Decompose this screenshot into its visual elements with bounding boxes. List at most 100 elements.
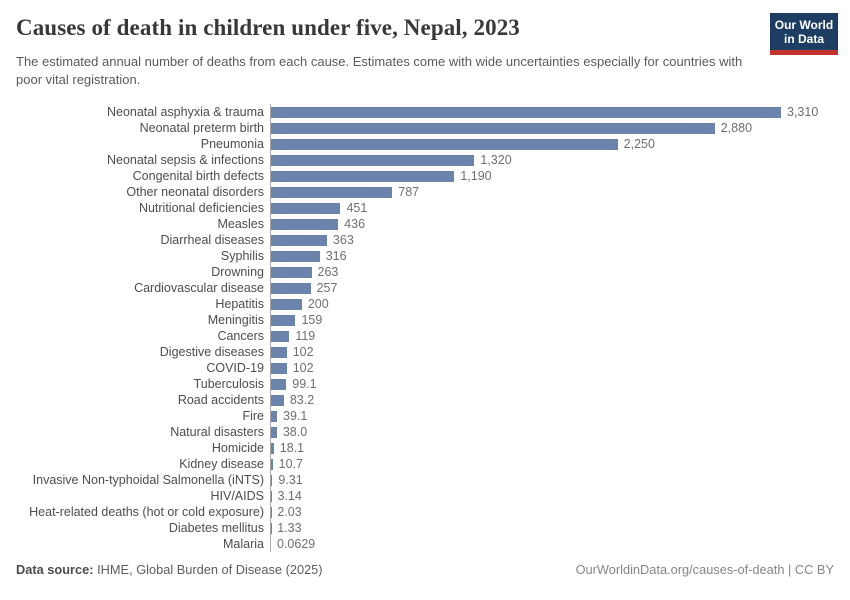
owid-logo-stripe <box>770 50 838 55</box>
row-plot-area: 316 <box>270 248 850 264</box>
value-label: 787 <box>398 185 420 199</box>
chart-row: Diabetes mellitus 1.33 <box>0 520 850 536</box>
bar <box>271 314 296 326</box>
category-label: HIV/AIDS <box>210 489 265 503</box>
chart-row: Invasive Non-typhoidal Salmonella (iNTS)… <box>0 472 850 488</box>
chart-row: Kidney disease 10.7 <box>0 456 850 472</box>
value-label: 3,310 <box>787 105 819 119</box>
value-label: 257 <box>316 281 338 295</box>
category-label: Invasive Non-typhoidal Salmonella (iNTS) <box>32 473 264 487</box>
row-plot-area: 102 <box>270 344 850 360</box>
row-plot-area: 1.33 <box>270 520 850 536</box>
value-label: 2.03 <box>277 505 302 519</box>
row-plot-area: 0.0629 <box>270 536 850 552</box>
owid-logo-text: Our World in Data <box>770 13 838 50</box>
category-label: Meningitis <box>207 313 264 327</box>
category-label: Congenital birth defects <box>132 169 264 183</box>
category-label: Neonatal asphyxia & trauma <box>106 105 264 119</box>
chart-row: COVID-19 102 <box>0 360 850 376</box>
chart-row: Nutritional deficiencies 451 <box>0 200 850 216</box>
value-label: 119 <box>295 329 316 343</box>
bar <box>271 378 287 390</box>
bar <box>271 282 311 294</box>
value-label: 200 <box>307 297 329 311</box>
category-label: Pneumonia <box>200 137 264 151</box>
chart-row: Malaria 0.0629 <box>0 536 850 552</box>
row-plot-area: 119 <box>270 328 850 344</box>
chart-row: Other neonatal disorders 787 <box>0 184 850 200</box>
bar <box>271 138 618 150</box>
value-label: 18.1 <box>279 441 305 455</box>
chart-row: Congenital birth defects 1,190 <box>0 168 850 184</box>
bar <box>271 250 320 262</box>
row-plot-area: 363 <box>270 232 850 248</box>
category-label: Neonatal preterm birth <box>139 121 264 135</box>
chart-row: Hepatitis 200 <box>0 296 850 312</box>
category-label: Other neonatal disorders <box>126 185 264 199</box>
chart-row: Tuberculosis 99.1 <box>0 376 850 392</box>
chart-row: Pneumonia 2,250 <box>0 136 850 152</box>
value-label: 3.14 <box>277 489 302 503</box>
row-plot-area: 2,880 <box>270 120 850 136</box>
category-label: Cancers <box>217 329 264 343</box>
category-label: Nutritional deficiencies <box>138 201 264 215</box>
value-label: 2,880 <box>720 121 753 135</box>
row-plot-area: 10.7 <box>270 456 850 472</box>
category-label: Syphilis <box>220 249 264 263</box>
value-label: 0.0629 <box>277 537 316 551</box>
row-plot-area: 159 <box>270 312 850 328</box>
bar <box>271 202 341 214</box>
row-plot-area: 1,320 <box>270 152 850 168</box>
owid-logo: Our World in Data <box>770 13 838 55</box>
value-label: 10.7 <box>278 457 303 471</box>
chart-row: Cardiovascular disease 257 <box>0 280 850 296</box>
value-label: 102 <box>292 361 314 375</box>
value-label: 263 <box>317 265 339 279</box>
value-label: 83.2 <box>289 393 315 407</box>
bar <box>271 442 274 454</box>
row-plot-area: 787 <box>270 184 850 200</box>
bar <box>271 474 273 486</box>
row-plot-area: 38.0 <box>270 424 850 440</box>
chart-row: Meningitis 159 <box>0 312 850 328</box>
bar <box>271 330 290 342</box>
chart-row: Natural disasters 38.0 <box>0 424 850 440</box>
attribution-link[interactable]: OurWorldinData.org/causes-of-death | CC … <box>575 562 834 577</box>
row-plot-area: 9.31 <box>270 472 850 488</box>
value-label: 1,320 <box>480 153 512 167</box>
chart-row: Drowning 263 <box>0 264 850 280</box>
category-label: Road accidents <box>177 393 264 407</box>
chart-row: Neonatal asphyxia & trauma 3,310 <box>0 104 850 120</box>
chart-row: Digestive diseases 102 <box>0 344 850 360</box>
category-label: Homicide <box>211 441 264 455</box>
bar <box>271 106 781 118</box>
bar <box>271 426 277 438</box>
bar-chart: Neonatal asphyxia & trauma 3,310 Neonatal … <box>0 104 850 552</box>
chart-row: Heat-related deaths (hot or cold exposur… <box>0 504 850 520</box>
value-label: 39.1 <box>283 409 308 423</box>
bar <box>271 410 278 422</box>
bar <box>271 170 455 182</box>
bar <box>271 266 312 278</box>
category-label: Diarrheal diseases <box>160 233 264 247</box>
row-plot-area: 83.2 <box>270 392 850 408</box>
row-plot-area: 1,190 <box>270 168 850 184</box>
chart-row: HIV/AIDS 3.14 <box>0 488 850 504</box>
bar <box>271 186 393 198</box>
chart-row: Homicide 18.1 <box>0 440 850 456</box>
row-plot-area: 257 <box>270 280 850 296</box>
row-plot-area: 39.1 <box>270 408 850 424</box>
value-label: 451 <box>346 201 368 215</box>
value-label: 2,250 <box>623 137 655 151</box>
category-label: Measles <box>217 217 264 231</box>
row-plot-area: 436 <box>270 216 850 232</box>
value-label: 159 <box>301 313 323 327</box>
bar <box>271 154 475 166</box>
value-label: 1.33 <box>277 521 302 535</box>
category-label: Hepatitis <box>215 297 264 311</box>
chart-row: Neonatal sepsis & infections 1,320 <box>0 152 850 168</box>
row-plot-area: 263 <box>270 264 850 280</box>
owid-logo-line1: Our World <box>774 18 834 32</box>
row-plot-area: 451 <box>270 200 850 216</box>
